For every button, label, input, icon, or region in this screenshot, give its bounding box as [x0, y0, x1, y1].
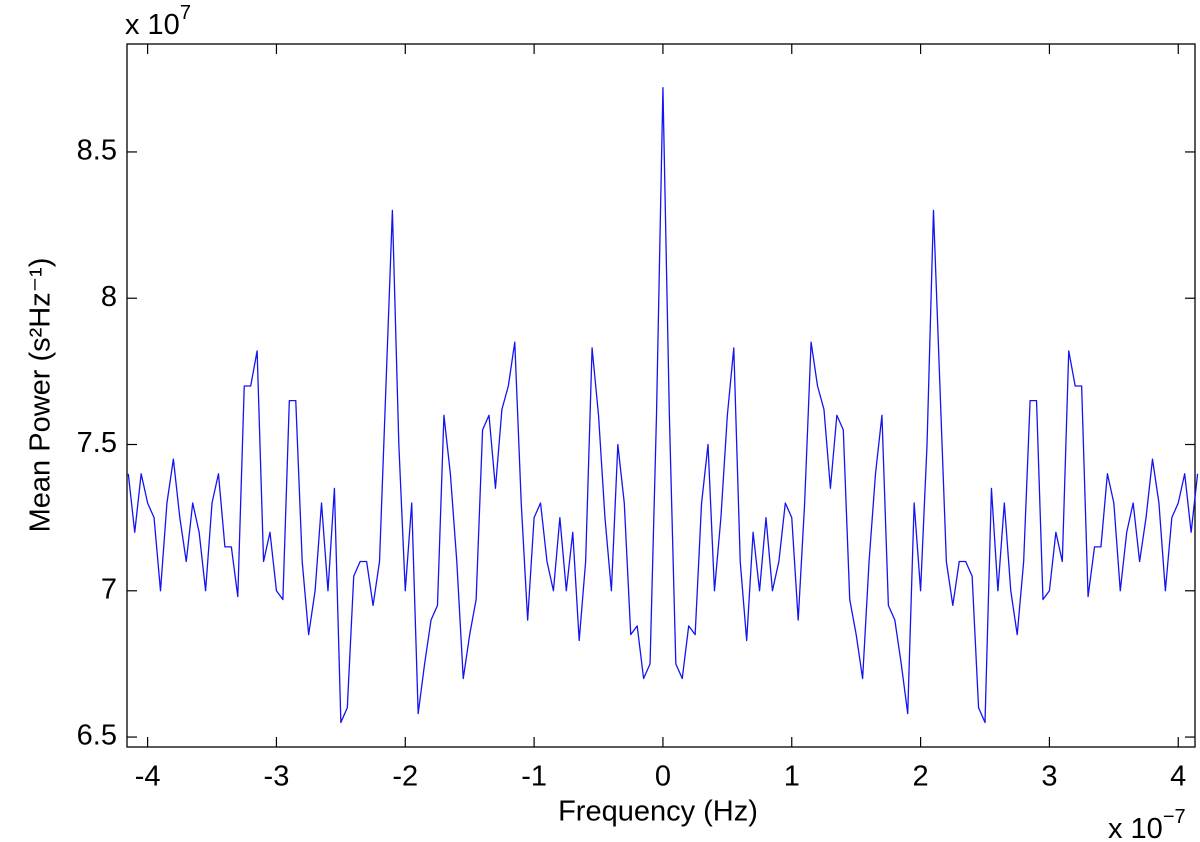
x-axis-label: Frequency (Hz) — [558, 796, 758, 828]
data-line — [127, 86, 1199, 724]
x-tick-label: -4 — [135, 761, 161, 793]
y-tick-label: 8 — [101, 281, 117, 313]
y-tick-label: 7.5 — [77, 427, 117, 459]
x-tick-label: -3 — [264, 761, 290, 793]
axes-box — [126, 43, 1196, 748]
x-tick-label: -2 — [392, 761, 418, 793]
x-tick-label: 1 — [784, 761, 800, 793]
y-multiplier-exponent: 7 — [180, 2, 191, 24]
x-tick-label: 4 — [1170, 761, 1186, 793]
y-axis-label: Mean Power (s²Hz⁻¹) — [25, 258, 57, 533]
y-tick-label: 6.5 — [77, 720, 117, 752]
x-tick-label: 2 — [913, 761, 929, 793]
x-multiplier-base: x 10 — [1108, 813, 1163, 842]
x-tick-label: -1 — [521, 761, 547, 793]
x-multiplier-exponent: −7 — [1163, 806, 1186, 828]
y-multiplier: x 107 — [125, 2, 191, 40]
y-tick-label: 7 — [101, 573, 117, 605]
x-multiplier: x 10−7 — [1108, 806, 1186, 842]
x-tick-label: 0 — [655, 761, 671, 793]
y-tick-label: 8.5 — [77, 135, 117, 167]
y-multiplier-base: x 10 — [125, 9, 180, 41]
x-tick-label: 3 — [1041, 761, 1057, 793]
